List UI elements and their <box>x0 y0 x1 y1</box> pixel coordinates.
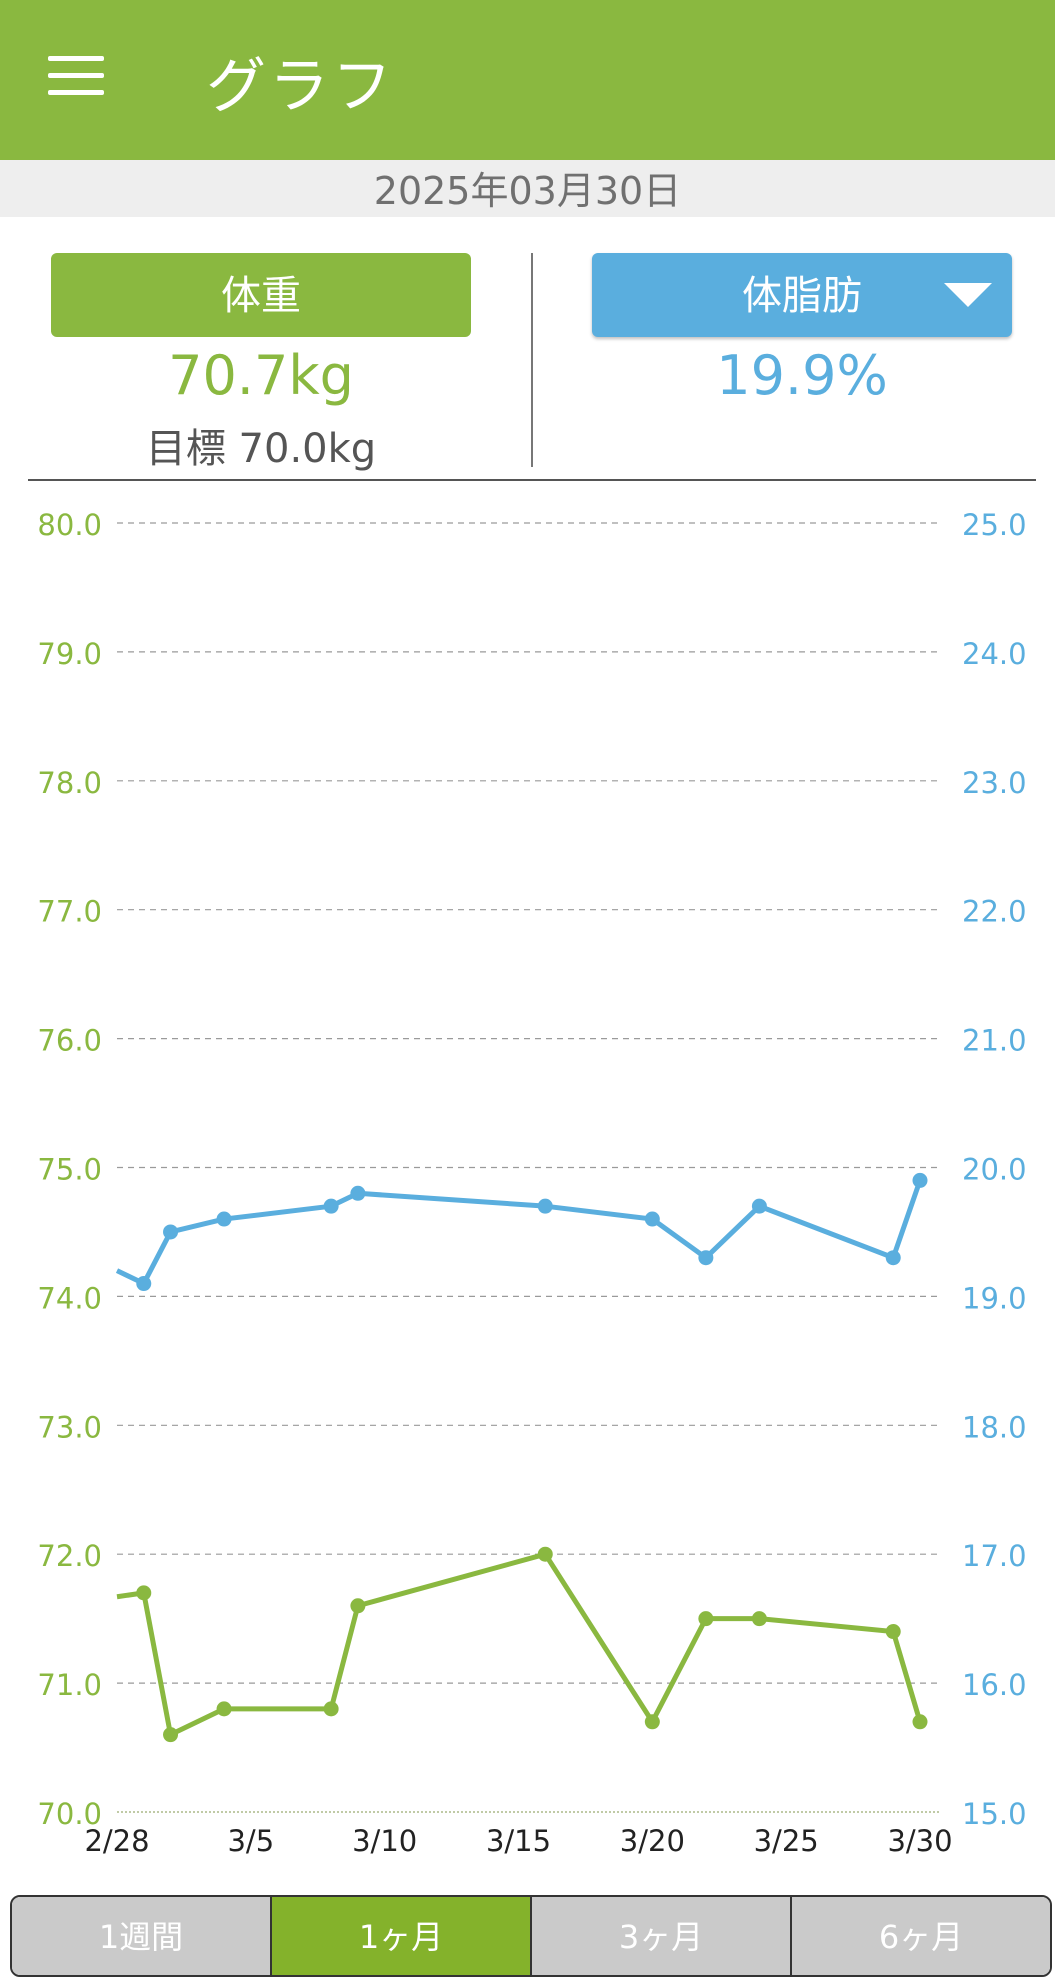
bodyfat-point <box>350 1185 366 1201</box>
y-right-tick-label: 20.0 <box>962 1153 1027 1187</box>
date-label: 2025年03月30日 <box>0 160 1055 217</box>
y-left-tick-label: 79.0 <box>37 637 102 671</box>
y-right-tick-label: 18.0 <box>962 1410 1027 1444</box>
y-right-tick-label: 23.0 <box>962 766 1027 800</box>
y-right-tick-label: 25.0 <box>962 508 1027 542</box>
bodyfat-point <box>136 1276 152 1292</box>
weight-point <box>216 1701 232 1717</box>
x-tick-label: 3/20 <box>620 1824 685 1858</box>
tab-1-month[interactable]: 1ヶ月 <box>272 1897 532 1975</box>
hamburger-menu-icon[interactable] <box>48 56 104 96</box>
app-bar: グラフ <box>0 0 1055 160</box>
body-fat-value: 19.9% <box>716 344 888 407</box>
bodyfat-point <box>698 1250 714 1266</box>
weight-point <box>537 1546 553 1562</box>
y-left-tick-label: 74.0 <box>37 1281 102 1315</box>
y-left-tick-label: 77.0 <box>37 895 102 929</box>
bodyfat-point <box>912 1172 928 1188</box>
weight-label-button: 体重 <box>51 253 471 337</box>
y-left-tick-label: 72.0 <box>37 1539 102 1573</box>
body-fat-label: 体脂肪 <box>742 273 862 319</box>
weight-point <box>323 1701 339 1717</box>
y-right-tick-label: 17.0 <box>962 1539 1027 1573</box>
y-left-tick-label: 80.0 <box>37 508 102 542</box>
x-tick-label: 3/10 <box>352 1824 417 1858</box>
weight-point <box>751 1611 767 1627</box>
tab-6-months[interactable]: 6ヶ月 <box>792 1897 1050 1975</box>
weight-point <box>912 1714 928 1730</box>
body-fat-dropdown[interactable]: 体脂肪 <box>592 253 1012 337</box>
weight-point <box>350 1598 366 1614</box>
page-title: グラフ <box>206 52 395 122</box>
weight-series-line <box>116 1551 923 1738</box>
y-left-tick-label: 70.0 <box>37 1797 102 1831</box>
target-weight: 目標 70.0kg <box>145 426 377 472</box>
tab-1-week[interactable]: 1週間 <box>12 1897 272 1975</box>
y-right-tick-label: 16.0 <box>962 1668 1027 1702</box>
bodyfat-point <box>885 1250 901 1266</box>
triangle-down-icon <box>944 283 992 307</box>
x-tick-label: 3/25 <box>754 1824 819 1858</box>
weight-point <box>163 1727 179 1743</box>
bodyfat-point <box>751 1198 767 1214</box>
bodyfat-point <box>216 1211 232 1227</box>
y-left-tick-label: 73.0 <box>37 1410 102 1444</box>
y-right-tick-label: 24.0 <box>962 637 1027 671</box>
bodyfat-point <box>644 1211 660 1227</box>
y-right-tick-label: 22.0 <box>962 895 1027 929</box>
weight-point <box>698 1611 714 1627</box>
x-tick-label: 3/30 <box>887 1824 952 1858</box>
bodyfat-point <box>323 1198 339 1214</box>
bodyfat-point <box>537 1198 553 1214</box>
y-right-tick-label: 21.0 <box>962 1024 1027 1058</box>
y-left-tick-label: 75.0 <box>37 1153 102 1187</box>
y-left-tick-label: 71.0 <box>37 1668 102 1702</box>
weight-point <box>885 1624 901 1640</box>
tab-3-months[interactable]: 3ヶ月 <box>532 1897 792 1975</box>
vertical-divider <box>531 253 533 467</box>
y-right-tick-label: 15.0 <box>962 1797 1027 1831</box>
weight-value: 70.7kg <box>168 344 354 407</box>
horizontal-divider <box>28 479 1036 481</box>
x-tick-label: 2/28 <box>84 1824 149 1858</box>
y-left-tick-label: 76.0 <box>37 1024 102 1058</box>
weight-point <box>644 1714 660 1730</box>
x-tick-label: 3/15 <box>486 1824 551 1858</box>
bodyfat-series-line <box>115 1179 923 1287</box>
y-left-tick-label: 78.0 <box>37 766 102 800</box>
weight-bodyfat-chart: 70.0 15.0 71.0 16.0 72.0 17.0 73.0 18.0 74.0 19.0… <box>37 508 1027 1858</box>
bodyfat-point <box>163 1224 179 1240</box>
weight-point <box>136 1585 152 1601</box>
y-right-tick-label: 19.0 <box>962 1281 1027 1315</box>
x-tick-label: 3/5 <box>227 1824 274 1858</box>
period-tabs: 1週間 1ヶ月 3ヶ月 6ヶ月 <box>10 1895 1052 1977</box>
